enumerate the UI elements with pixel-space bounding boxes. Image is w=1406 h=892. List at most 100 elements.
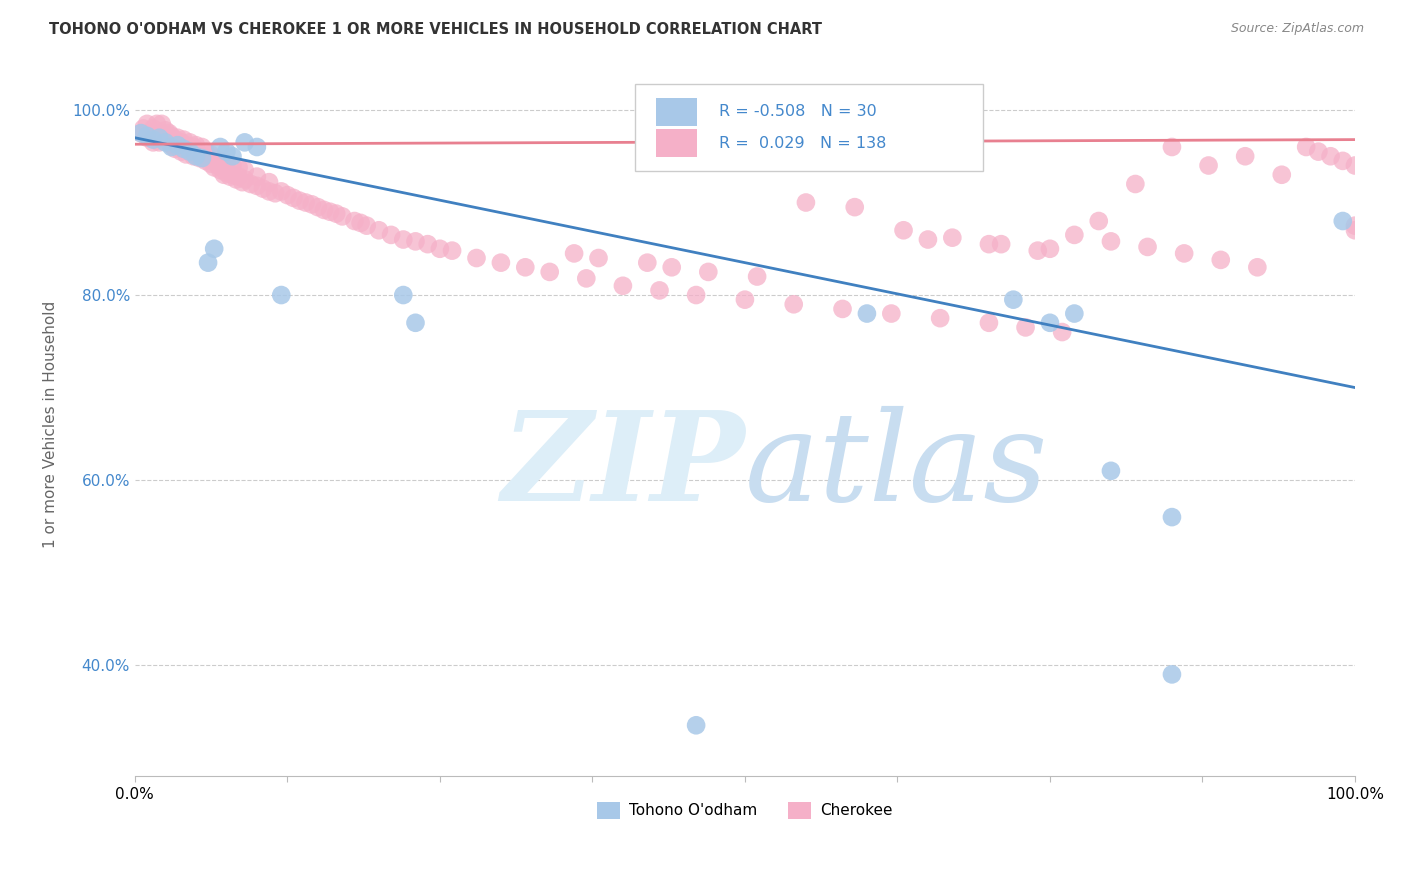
Point (330, 210, 353, 224)
Legend: Tohono O'odham, Cherokee: Tohono O'odham, Cherokee (591, 796, 898, 825)
Point (170, 145, 193, 159)
Point (380, 227, 402, 242)
Point (221, 149, 243, 163)
Point (276, 188, 298, 202)
Point (165, 133, 187, 147)
Point (160, 138, 183, 153)
Point (319, 204, 342, 219)
Point (146, 117, 169, 131)
Point (270, 185, 292, 199)
Point (160, 140, 183, 154)
Point (215, 166, 238, 180)
Point (1125, 177, 1147, 191)
Point (183, 140, 205, 154)
Point (441, 244, 464, 258)
Point (132, 121, 155, 136)
Point (416, 237, 439, 252)
Text: R = -0.508   N = 30: R = -0.508 N = 30 (720, 104, 877, 120)
Point (1344, 223, 1367, 237)
Point (160, 128, 183, 143)
Point (148, 130, 170, 145)
Point (200, 147, 222, 161)
Point (1209, 252, 1232, 267)
Point (174, 138, 197, 153)
FancyBboxPatch shape (636, 84, 983, 171)
Text: TOHONO O'ODHAM VS CHEROKEE 1 OR MORE VEHICLES IN HOUSEHOLD CORRELATION CHART: TOHONO O'ODHAM VS CHEROKEE 1 OR MORE VEH… (49, 22, 823, 37)
Point (893, 223, 915, 237)
Point (1295, 140, 1317, 154)
Point (197, 151, 219, 165)
Point (283, 191, 305, 205)
Point (174, 147, 197, 161)
Point (166, 138, 188, 153)
Point (392, 288, 415, 302)
Point (429, 242, 451, 256)
Point (170, 136, 193, 150)
Point (191, 149, 214, 163)
Point (155, 123, 177, 137)
Point (1099, 464, 1122, 478)
Point (197, 255, 219, 269)
Point (200, 156, 222, 170)
Point (636, 255, 658, 269)
Point (312, 202, 335, 217)
Text: Source: ZipAtlas.com: Source: ZipAtlas.com (1230, 22, 1364, 36)
Point (173, 142, 195, 156)
Point (173, 142, 195, 156)
Point (136, 128, 159, 143)
Point (148, 136, 170, 150)
Point (489, 255, 512, 269)
Point (1087, 214, 1109, 228)
Point (1173, 246, 1195, 260)
Point (783, 297, 806, 311)
Point (575, 271, 598, 285)
Point (142, 136, 165, 150)
Point (648, 284, 671, 298)
Point (221, 159, 243, 173)
Point (209, 140, 232, 154)
Point (1014, 320, 1036, 334)
Point (157, 126, 180, 140)
Point (977, 316, 1000, 330)
Point (1063, 227, 1085, 242)
Point (562, 246, 585, 260)
Point (194, 145, 217, 159)
Point (917, 233, 939, 247)
Point (184, 149, 207, 163)
Text: R =  0.029   N = 138: R = 0.029 N = 138 (720, 136, 887, 151)
Point (929, 311, 952, 326)
Point (794, 195, 817, 210)
Point (183, 149, 205, 163)
Point (215, 145, 238, 159)
Point (138, 126, 160, 140)
Point (294, 195, 316, 210)
Point (405, 316, 427, 330)
Point (246, 178, 269, 193)
Point (301, 197, 323, 211)
Point (1002, 293, 1025, 307)
Point (166, 130, 188, 145)
Point (588, 251, 610, 265)
Point (343, 214, 366, 228)
Point (465, 251, 488, 265)
Point (697, 265, 720, 279)
Point (129, 126, 152, 140)
Point (212, 168, 235, 182)
Point (257, 175, 280, 189)
Point (173, 133, 195, 147)
Point (209, 163, 232, 178)
Point (880, 307, 903, 321)
Point (207, 159, 229, 173)
Point (146, 130, 169, 145)
Point (179, 145, 201, 159)
Point (136, 117, 159, 131)
Point (1271, 168, 1294, 182)
Point (136, 130, 159, 145)
Point (150, 117, 173, 131)
Point (233, 136, 256, 150)
Point (990, 237, 1012, 252)
Point (661, 260, 683, 275)
Point (392, 233, 415, 247)
Point (212, 159, 235, 173)
Point (142, 121, 165, 136)
